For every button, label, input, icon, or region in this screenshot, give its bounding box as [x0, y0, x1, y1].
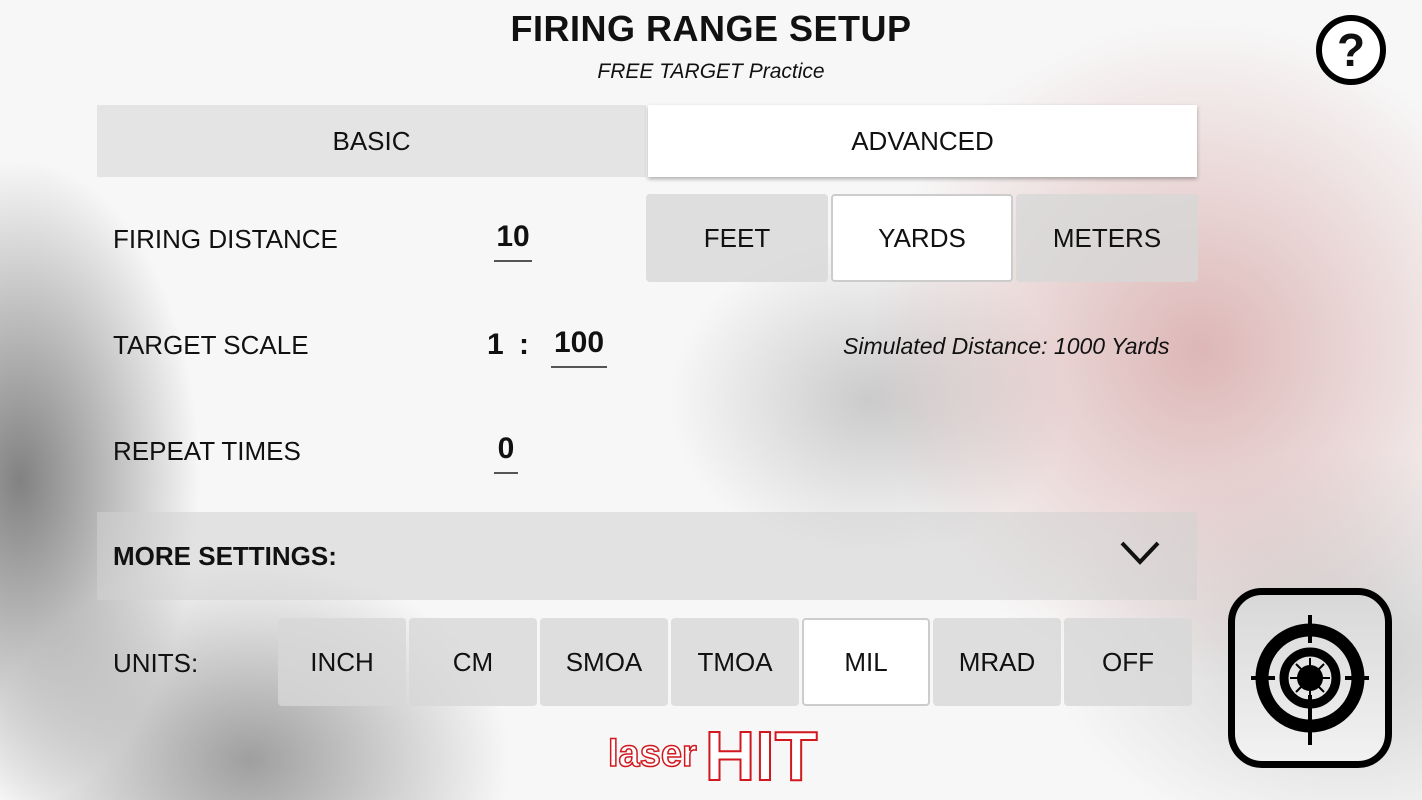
units-mrad-button[interactable]: MRAD	[933, 618, 1061, 706]
units-mil-button[interactable]: MIL	[802, 618, 930, 706]
firing-distance-label: FIRING DISTANCE	[113, 224, 338, 254]
target-scale-separator: :	[519, 328, 529, 361]
units-off-button[interactable]: OFF	[1064, 618, 1192, 706]
simulated-distance: Simulated Distance: 1000 Yards	[843, 333, 1170, 359]
page-subtitle: FREE TARGET Practice	[597, 60, 825, 83]
unit-feet-button[interactable]: FEET	[646, 194, 828, 282]
units-tmoa-button[interactable]: TMOA	[671, 618, 799, 706]
crosshair-target-icon	[1251, 615, 1369, 745]
units-label: UNITS:	[113, 648, 199, 678]
help-icon[interactable]: ?	[1316, 15, 1386, 85]
page-title: FIRING RANGE SETUP	[510, 8, 912, 49]
target-scale-left: 1	[487, 328, 504, 361]
repeat-times-label: REPEAT TIMES	[113, 436, 301, 466]
more-settings-label: MORE SETTINGS:	[113, 540, 337, 571]
repeat-times-input[interactable]: 0	[494, 432, 518, 474]
unit-meters-button[interactable]: METERS	[1016, 194, 1198, 282]
target-scale-label: TARGET SCALE	[113, 330, 309, 360]
start-target-button[interactable]	[1228, 588, 1392, 768]
target-scale-input[interactable]: 100	[551, 326, 607, 368]
units-smoa-button[interactable]: SMOA	[540, 618, 668, 706]
units-inch-button[interactable]: INCH	[278, 618, 406, 706]
tab-basic[interactable]: BASIC	[97, 105, 646, 177]
laserhit-logo: laser HIT	[607, 717, 818, 795]
units-cm-button[interactable]: CM	[409, 618, 537, 706]
chevron-down-icon[interactable]	[1119, 540, 1161, 566]
firing-distance-input[interactable]: 10	[494, 220, 532, 262]
tab-advanced[interactable]: ADVANCED	[648, 105, 1197, 177]
more-settings-toggle[interactable]: MORE SETTINGS:	[97, 512, 1197, 600]
unit-yards-button[interactable]: YARDS	[831, 194, 1013, 282]
